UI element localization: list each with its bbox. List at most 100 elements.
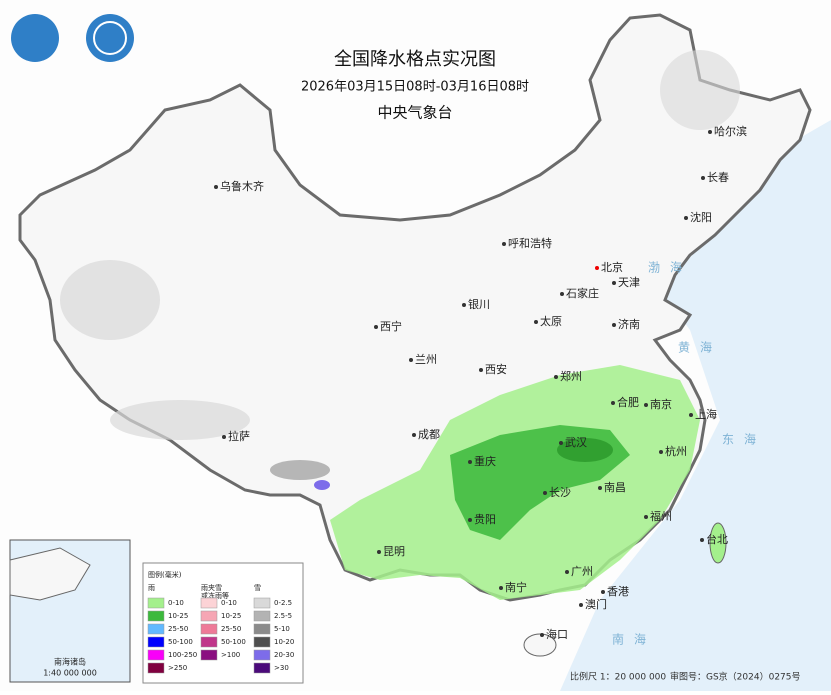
city-label: 长沙	[549, 486, 571, 499]
city-marker	[644, 515, 648, 519]
inset-land	[9, 547, 91, 601]
city-marker	[598, 486, 602, 490]
city-label: 银川	[468, 297, 490, 311]
legend-note: 或冻雨等	[201, 591, 229, 600]
legend-swatch	[253, 636, 271, 648]
legend-swatch	[200, 610, 218, 622]
legend: 雨0-1010-2525-5050-100100-250>250雨夹雪或冻雨等0…	[147, 583, 294, 674]
map-time: 2026年03月15日08时-03月16日08时	[301, 80, 529, 95]
legend-label: 10-25	[221, 612, 241, 620]
legend-swatch	[147, 623, 165, 635]
legend-swatch	[147, 610, 165, 622]
city-label: 南昌	[604, 481, 626, 494]
legend-label: 5-10	[274, 625, 290, 633]
city-label: 昆明	[383, 545, 405, 558]
legend-swatch	[147, 649, 165, 661]
snow-area	[110, 400, 250, 440]
legend-label: 25-50	[168, 625, 188, 633]
city-label: 郑州	[560, 369, 582, 383]
legend-swatch	[200, 597, 218, 609]
legend-swatch	[200, 649, 218, 661]
legend-swatch	[253, 610, 271, 622]
city-marker	[560, 292, 564, 296]
legend-swatch	[253, 623, 271, 635]
legend-swatch	[253, 662, 271, 674]
city-label: 澳门	[585, 597, 607, 611]
legend-swatch	[147, 662, 165, 674]
city-marker	[462, 303, 466, 307]
city-marker	[468, 460, 472, 464]
city-marker	[701, 176, 705, 180]
city-label: 北京	[601, 260, 623, 274]
snow-heavy	[314, 480, 330, 490]
city-label: 成都	[418, 428, 440, 441]
city-marker	[377, 550, 381, 554]
city-marker	[502, 242, 506, 246]
logo-cma	[11, 14, 59, 62]
city-marker	[612, 323, 616, 327]
city-label: 太原	[540, 315, 562, 328]
sea-label: 南海	[612, 632, 656, 647]
sea-area	[560, 120, 831, 691]
legend-label: 2.5-5	[274, 612, 292, 620]
logo-ring	[93, 21, 127, 55]
taiwan	[709, 522, 727, 564]
legend-label: 25-50	[221, 625, 241, 633]
sea-label: 黄海	[678, 340, 722, 355]
city-label: 拉萨	[228, 429, 250, 443]
city-label: 乌鲁木齐	[220, 179, 264, 193]
city-label: 香港	[607, 585, 629, 598]
legend-group: 雨	[148, 584, 155, 592]
legend-swatch	[147, 597, 165, 609]
legend-label: 10-25	[168, 612, 188, 620]
legend-label: 50-100	[221, 638, 246, 646]
city-marker	[409, 358, 413, 362]
city-marker	[499, 586, 503, 590]
city-label: 贵阳	[474, 513, 496, 526]
footer-scale: 比例尺 1：20 000 000	[570, 671, 666, 683]
city-label: 重庆	[474, 454, 496, 468]
city-marker	[601, 590, 605, 594]
city-marker	[214, 185, 218, 189]
city-marker	[689, 413, 693, 417]
city-marker	[554, 375, 558, 379]
snow-area	[270, 460, 330, 480]
legend-frame	[142, 562, 304, 684]
legend-group: 雪	[254, 584, 261, 592]
city-marker	[559, 441, 563, 445]
city-marker	[540, 633, 544, 637]
city-label: 上海	[695, 407, 717, 421]
city-label: 兰州	[415, 353, 437, 366]
city-label: 长春	[707, 171, 729, 184]
footer-approval: 审图号：GS京（2024）0275号	[670, 671, 801, 683]
snow-area	[60, 260, 160, 340]
legend-label: 20-30	[274, 651, 294, 659]
snow-area	[660, 50, 740, 130]
city-label: 哈尔滨	[714, 124, 747, 138]
legend-group: 雨夹雪	[201, 583, 222, 592]
hainan	[523, 633, 557, 657]
city-label: 广州	[571, 565, 593, 578]
city-label: 西宁	[380, 319, 402, 333]
legend-label: 100-250	[168, 651, 197, 659]
sea-label: 渤海	[648, 260, 692, 275]
city-label: 杭州	[665, 444, 687, 458]
legend-swatch	[253, 649, 271, 661]
city-marker	[700, 538, 704, 542]
city-marker	[565, 570, 569, 574]
city-marker	[612, 281, 616, 285]
legend-label: 10-20	[274, 638, 294, 646]
legend-swatch	[147, 636, 165, 648]
city-marker	[684, 216, 688, 220]
city-marker	[708, 130, 712, 134]
city-marker	[374, 325, 378, 329]
city-label: 武汉	[565, 436, 587, 449]
city-label: 海口	[546, 627, 568, 641]
city-label: 南京	[650, 397, 672, 411]
map-title: 全国降水格点实况图	[334, 49, 496, 70]
city-label: 南宁	[505, 580, 527, 594]
city-label: 台北	[706, 532, 728, 546]
city-label: 沈阳	[690, 210, 712, 224]
